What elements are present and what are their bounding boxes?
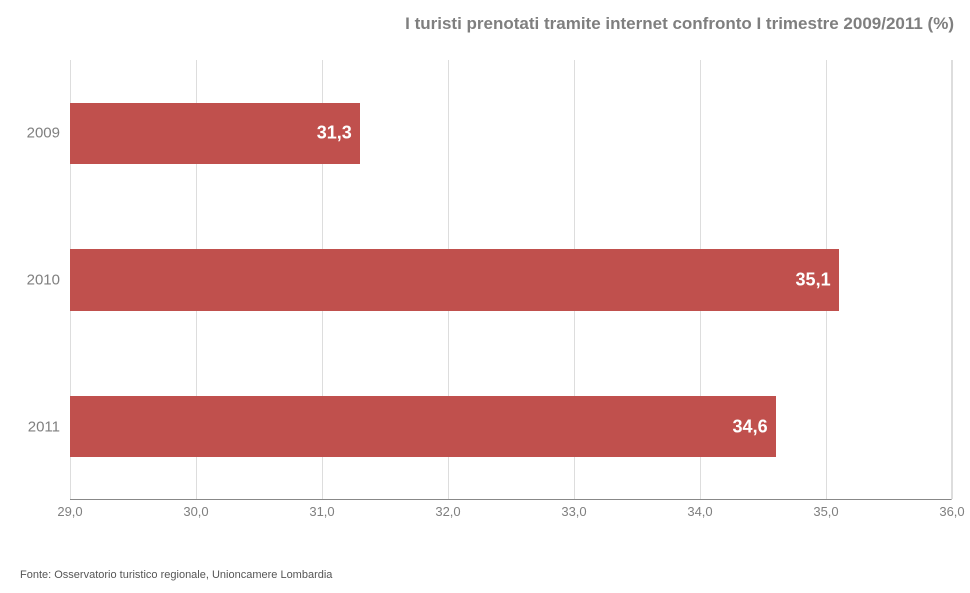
plot-area: 31,3 35,1 34,6 [70, 60, 952, 500]
x-tick-label: 33,0 [561, 504, 586, 519]
bar-value-label: 34,6 [733, 416, 768, 437]
x-tick-label: 30,0 [183, 504, 208, 519]
bar: 34,6 [70, 396, 776, 458]
x-tick-label: 36,0 [939, 504, 964, 519]
bar-value-label: 31,3 [317, 123, 352, 144]
bar: 31,3 [70, 103, 360, 165]
bar-value-label: 35,1 [796, 269, 831, 290]
gridline [952, 60, 953, 499]
x-tick-label: 31,0 [309, 504, 334, 519]
x-tick-label: 32,0 [435, 504, 460, 519]
source-caption: Fonte: Osservatorio turistico regionale,… [20, 569, 332, 581]
chart-container: I turisti prenotati tramite internet con… [0, 0, 970, 593]
x-tick-label: 35,0 [813, 504, 838, 519]
x-tick-label: 34,0 [687, 504, 712, 519]
x-tick-label: 29,0 [57, 504, 82, 519]
chart-title: I turisti prenotati tramite internet con… [405, 14, 954, 34]
bar: 35,1 [70, 249, 839, 311]
x-axis-labels: 29,030,031,032,033,034,035,036,0 [70, 504, 952, 524]
y-tick-label: 2010 [0, 272, 60, 289]
y-tick-label: 2009 [0, 125, 60, 142]
y-tick-label: 2011 [0, 418, 60, 435]
